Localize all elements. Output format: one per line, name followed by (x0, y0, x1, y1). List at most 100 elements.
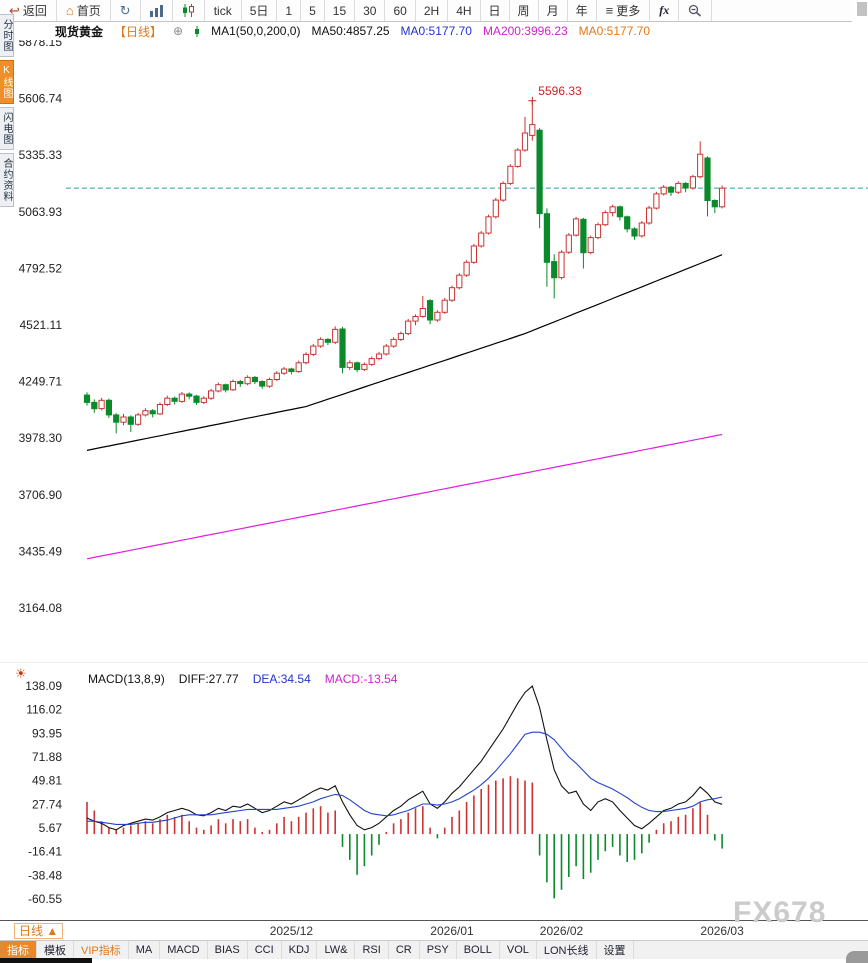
ma50-value: MA50:4857.25 (311, 24, 390, 38)
macd-tick-label: 116.02 (26, 703, 62, 717)
candle-body (500, 182, 507, 201)
interval-day-label: 日 (488, 4, 501, 18)
interval-5[interactable]: 5 (301, 0, 325, 21)
indicator-psy[interactable]: PSY (420, 941, 457, 959)
price-tick-label: 4792.52 (19, 261, 63, 275)
candle-body (427, 300, 434, 321)
sidebar-tab-contract-info[interactable]: 合约资料 (0, 153, 14, 207)
hamburger-icon: ≡ (605, 3, 614, 18)
interval-4h-label: 4H (456, 3, 472, 18)
pane-separator (0, 662, 868, 663)
interval-week[interactable]: 周 (510, 0, 539, 21)
sidebar-tab-lightning-chart[interactable]: 闪电图 (0, 107, 14, 150)
interval-month-label: 月 (546, 4, 559, 18)
add-indicator-icon[interactable]: ⊕ (173, 24, 184, 38)
candle-body (156, 404, 164, 415)
indicator-cci[interactable]: CCI (248, 941, 282, 959)
indicator-boll[interactable]: BOLL (457, 941, 500, 959)
price-tick-label: 5878.15 (19, 40, 63, 49)
macd-settings-icon[interactable]: ☀ (15, 666, 27, 681)
interval-60-label: 60 (393, 3, 407, 18)
sidebar-tab-time-chart[interactable]: 分时图 (0, 14, 14, 57)
candle-body (434, 311, 441, 321)
macd-macd-value: MACD:-13.54 (324, 672, 398, 686)
candle-body (368, 358, 375, 365)
price-tick-label: 5606.74 (19, 92, 63, 106)
indicator-bias[interactable]: BIAS (208, 941, 248, 959)
tick-label: tick (213, 3, 232, 18)
home-button[interactable]: ⌂ 首页 (57, 0, 111, 21)
candle-body (667, 186, 675, 193)
indicator-ma[interactable]: MA (129, 941, 161, 959)
candle-body (602, 212, 609, 226)
zoom-out-button[interactable] (679, 0, 713, 21)
interval-5d[interactable]: 5日 (242, 0, 278, 21)
candle-body (704, 157, 711, 201)
candle-body (660, 186, 667, 195)
candle-body (91, 401, 98, 410)
candle-body (689, 176, 696, 189)
candle-body (646, 207, 653, 224)
candle-body (317, 338, 324, 347)
candle-body (397, 333, 404, 340)
bar-chart-button[interactable] (141, 0, 173, 21)
candle-body (105, 399, 113, 416)
settings-tab[interactable]: 设置 (597, 941, 634, 959)
scrollbar-thumb[interactable] (857, 2, 867, 16)
interval-1-label: 1 (285, 3, 293, 18)
candle-body (164, 397, 171, 406)
interval-60[interactable]: 60 (385, 0, 416, 21)
corner-shade (846, 951, 868, 963)
indicator-lwr[interactable]: LW& (317, 941, 356, 959)
candle-body (521, 132, 529, 151)
tick-chart-button[interactable]: tick (205, 0, 242, 21)
interval-15[interactable]: 15 (325, 0, 356, 21)
interval-5-label: 5 (309, 3, 316, 18)
ma0-orange-value: MA0:5177.70 (578, 24, 651, 38)
candle-body (259, 381, 266, 387)
interval-1[interactable]: 1 (277, 0, 302, 21)
candle-body (470, 245, 477, 263)
indicator-vol[interactable]: VOL (500, 941, 537, 959)
price-chart[interactable]: 5878.15 5606.74 5335.33 5063.93 4792.52 4521.… (0, 40, 868, 624)
template-tab[interactable]: 模板 (37, 941, 74, 959)
indicator-kdj[interactable]: KDJ (282, 941, 318, 959)
interval-day[interactable]: 日 (481, 0, 510, 21)
candle-body (229, 381, 237, 391)
candle-body (324, 338, 331, 343)
interval-year-label: 年 (575, 4, 588, 18)
period-selector[interactable]: 日线 ▲ (14, 923, 64, 939)
candle-body (551, 261, 558, 279)
interval-month[interactable]: 月 (539, 0, 568, 21)
more-button[interactable]: ≡ 更多 (597, 0, 651, 21)
macd-tick-label: 49.81 (32, 774, 62, 788)
indicator-cr[interactable]: CR (389, 941, 420, 959)
interval-year[interactable]: 年 (568, 0, 597, 21)
candlestick-chart-button[interactable] (173, 0, 205, 21)
macd-chart[interactable]: 138.09 116.02 93.95 71.88 49.81 27.74 5.67 -16.… (0, 664, 868, 920)
back-button[interactable]: ↩ 返回 (0, 0, 57, 21)
price-tick-label: 4249.71 (19, 375, 63, 389)
indicator-rsi[interactable]: RSI (355, 941, 389, 959)
home-icon: ⌂ (65, 3, 74, 18)
formula-button[interactable]: fx (650, 0, 680, 21)
interval-2h[interactable]: 2H (416, 0, 449, 21)
diff-line (86, 685, 723, 831)
interval-4h[interactable]: 4H (448, 0, 481, 21)
candle-body (514, 149, 521, 167)
macd-tick-label: 5.67 (39, 821, 63, 835)
candle-body (485, 216, 492, 234)
candle-body (390, 338, 397, 347)
candle-body (653, 193, 660, 209)
indicator-macd[interactable]: MACD (160, 941, 208, 959)
price-tick-label: 3706.90 (19, 488, 63, 502)
refresh-button[interactable]: ↻ (111, 0, 141, 21)
mini-candle-icon (195, 25, 200, 37)
macd-title: MACD(13,8,9) (88, 672, 165, 686)
vip-indicator-tab[interactable]: VIP指标 (74, 941, 129, 959)
indicator-lon[interactable]: LON长线 (537, 941, 597, 959)
sidebar-tab-kline-chart[interactable]: K线图 (0, 60, 14, 104)
indicator-tab[interactable]: 指标 (0, 941, 37, 959)
interval-30[interactable]: 30 (355, 0, 386, 21)
